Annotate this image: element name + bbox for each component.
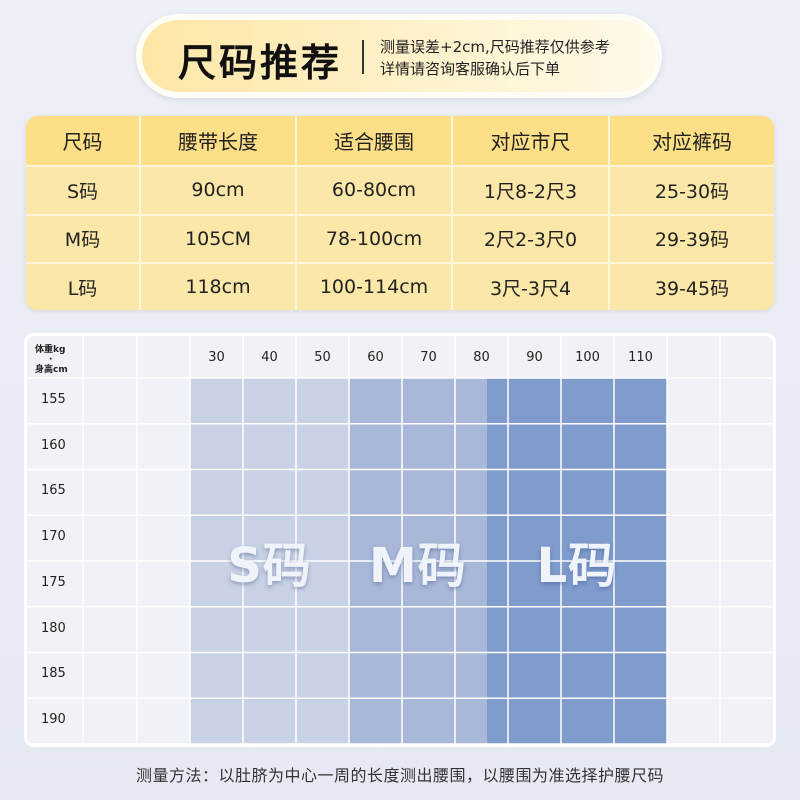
height-tick: 185 — [41, 666, 66, 682]
table-cell: 90cm — [140, 166, 297, 216]
axis-label-weight: 体重kg — [35, 345, 66, 355]
table-cell: 105CM — [140, 214, 297, 265]
size-band-label: M码 — [369, 538, 467, 594]
height-tick: 180 — [41, 620, 66, 636]
weight-tick: 80 — [473, 350, 490, 365]
header-cell-pants-size: 对应裤码 — [609, 116, 774, 168]
table-cell: 118cm — [140, 263, 297, 310]
height-tick: 155 — [41, 391, 66, 407]
weight-tick: 40 — [261, 350, 278, 365]
page-title: 尺码推荐 — [178, 41, 343, 85]
height-tick: 190 — [41, 712, 66, 728]
axis-label-height: 身高cm — [35, 365, 68, 375]
table-cell: 3尺-3尺4 — [452, 263, 610, 310]
table-cell: S码 — [26, 166, 141, 216]
table-cell: 1尺8-2尺3 — [452, 166, 610, 216]
table-cell: 2尺2-3尺0 — [452, 214, 610, 265]
title-banner-inner: 尺码推荐 测量误差+2cm,尺码推荐仅供参考 详情请咨询客服确认后下单 — [142, 20, 656, 92]
table-cell: 29-39码 — [609, 214, 774, 265]
weight-tick: 30 — [208, 350, 225, 365]
table-cell: M码 — [26, 214, 141, 265]
size-band-label: S码 — [227, 538, 312, 594]
header-cell-size: 尺码 — [26, 116, 141, 168]
height-tick: 170 — [41, 529, 66, 545]
table-row: M码 105CM 78-100cm 2尺2-3尺0 29-39码 — [26, 214, 774, 265]
header-cell-shichi: 对应市尺 — [452, 116, 610, 168]
size-table-header-row: 尺码 腰带长度 适合腰围 对应市尺 对应裤码 — [26, 116, 774, 168]
table-row: S码 90cm 60-80cm 1尺8-2尺3 25-30码 — [26, 166, 774, 216]
header-cell-belt-length: 腰带长度 — [140, 116, 297, 168]
weight-tick: 90 — [526, 350, 543, 365]
size-chart-grid — [27, 336, 773, 744]
measurement-instructions: 测量方法：以肚脐为中心一周的长度测出腰围，以腰围为准选择护腰尺码 — [135, 766, 664, 785]
table-cell: 60-80cm — [296, 166, 453, 216]
table-cell: 78-100cm — [296, 214, 453, 265]
disclaimer-note: 测量误差+2cm,尺码推荐仅供参考 详情请咨询客服确认后下单 — [380, 36, 610, 80]
title-divider — [362, 40, 364, 74]
table-row: L码 118cm 100-114cm 3尺-3尺4 39-45码 — [26, 263, 774, 310]
weight-tick: 60 — [367, 350, 384, 365]
weight-tick: 50 — [314, 350, 331, 365]
weight-tick: 110 — [628, 350, 653, 365]
height-tick: 165 — [41, 483, 66, 499]
height-tick: 160 — [41, 437, 66, 453]
table-cell: 100-114cm — [296, 263, 453, 310]
size-band-label: L码 — [536, 538, 618, 594]
size-table: 尺码 腰带长度 适合腰围 对应市尺 对应裤码 S码 90cm 60-80cm 1… — [26, 116, 774, 310]
table-cell: L码 — [26, 263, 141, 310]
table-cell: 39-45码 — [654, 277, 730, 300]
axis-label-dot: · — [49, 355, 53, 365]
disclaimer-line-1: 测量误差+2cm,尺码推荐仅供参考 — [380, 38, 610, 56]
height-tick: 175 — [41, 574, 66, 590]
weight-tick: 70 — [420, 350, 437, 365]
weight-tick: 100 — [575, 350, 600, 365]
title-banner: 尺码推荐 测量误差+2cm,尺码推荐仅供参考 详情请咨询客服确认后下单 — [136, 14, 662, 98]
header-cell-waist: 适合腰围 — [296, 116, 453, 168]
table-cell: 25-30码 — [609, 166, 774, 216]
size-chart: 体重kg · 身高cm 30 40 50 60 70 80 90 100 110 155 160 16… — [24, 333, 776, 747]
disclaimer-line-2: 详情请咨询客服确认后下单 — [380, 60, 561, 78]
